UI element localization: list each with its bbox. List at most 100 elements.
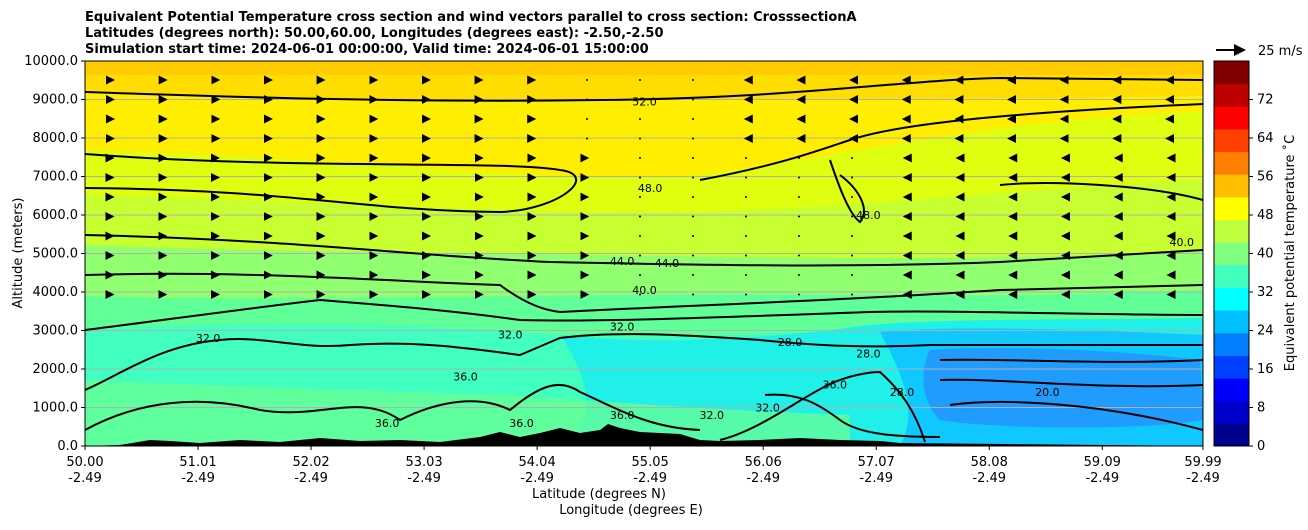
wind-vector — [851, 254, 853, 257]
wind-vector — [851, 157, 853, 159]
y-tick-label: 7000.0 — [33, 170, 79, 185]
colorbar-bin — [1214, 242, 1249, 266]
x-tick-label-lon: -2.49 — [294, 471, 328, 486]
wind-vector — [639, 157, 641, 159]
colorbar-bin — [1214, 400, 1249, 424]
y-axis-label: Altitude (meters) — [11, 198, 26, 309]
wind-vector — [639, 274, 641, 276]
colorbar-tick-label: 72 — [1257, 93, 1274, 108]
wind-vector — [851, 176, 853, 179]
x-axis-label-line-1: Latitude (degrees N) — [532, 487, 666, 502]
wind-vector — [798, 176, 800, 179]
colorbar-bin — [1214, 83, 1249, 107]
wind-vector — [798, 274, 800, 276]
colorbar-label: Equivalent potential temperature ˚C — [1282, 135, 1298, 371]
colorbar-tick-label: 40 — [1257, 247, 1274, 262]
wind-vector — [639, 235, 641, 237]
wind-vector — [639, 176, 641, 179]
chart-title-line-3: Simulation start time: 2024-06-01 00:00:… — [85, 42, 649, 57]
x-tick-label-lat: 55.05 — [632, 455, 669, 470]
wind-vector — [851, 215, 853, 218]
x-tick-label-lat: 59.99 — [1184, 455, 1221, 470]
wind-vector — [798, 235, 800, 237]
y-tick-label: 3000.0 — [33, 324, 79, 339]
contour-label: 48.0 — [638, 182, 663, 195]
contour-label: 32.0 — [755, 402, 780, 415]
colorbar-tick-label: 64 — [1257, 131, 1274, 146]
chart-title-line-1: Equivalent Potential Temperature cross s… — [85, 10, 857, 25]
wind-vector — [692, 157, 694, 159]
y-axis-ticks: 0.0 1000.0 2000.0 3000.0 4000.0 5000.0 6000.0 7… — [24, 54, 85, 454]
quiver-key: 25 m/s — [1216, 44, 1303, 59]
y-tick-label: 2000.0 — [33, 362, 79, 377]
contour-label: 28.0 — [778, 336, 803, 349]
contour-label: 32.0 — [498, 328, 523, 341]
wind-vector — [745, 293, 747, 296]
wind-vector — [745, 274, 747, 276]
contour-label: 20.0 — [1035, 386, 1060, 399]
x-tick-label-lat: 57.07 — [858, 455, 895, 470]
x-tick-label-lon: -2.49 — [520, 471, 554, 486]
wind-vector — [851, 196, 853, 198]
wind-vector — [745, 254, 747, 257]
contour-label: 36.0 — [823, 378, 848, 391]
wind-vector — [798, 215, 800, 218]
wind-vector — [745, 215, 747, 218]
colorbar-bin — [1214, 332, 1249, 356]
wind-vector — [692, 98, 694, 101]
colorbar-tick-label: 8 — [1257, 401, 1265, 416]
colorbar-bin — [1214, 287, 1249, 311]
wind-vector — [692, 118, 694, 120]
wind-vector — [639, 196, 641, 198]
colorbar-bin — [1214, 151, 1249, 175]
x-tick-label-lon: -2.49 — [68, 471, 102, 486]
chart-title-line-2: Latitudes (degrees north): 50.00,60.00, … — [85, 26, 664, 41]
colorbar-bin — [1214, 378, 1249, 402]
wind-vector — [798, 254, 800, 257]
y-tick-label: 0.0 — [57, 439, 78, 454]
colorbar-bin — [1214, 196, 1249, 221]
y-tick-label: 5000.0 — [33, 247, 79, 262]
contour-label: 40.0 — [1169, 236, 1194, 249]
colorbar-tick-label: 16 — [1257, 362, 1274, 377]
wind-vector — [692, 254, 694, 257]
wind-vector — [692, 176, 694, 179]
wind-vector — [639, 98, 641, 101]
x-tick-label-lat: 59.09 — [1084, 455, 1121, 470]
colorbar-bin — [1214, 355, 1249, 379]
wind-vector — [639, 79, 641, 81]
wind-vector — [692, 196, 694, 198]
colorbar-bin — [1214, 264, 1249, 288]
x-tick-label-lat: 52.02 — [292, 455, 329, 470]
y-tick-label: 10000.0 — [24, 54, 78, 69]
x-tick-label-lon: -2.49 — [633, 471, 667, 486]
x-tick-label-lat: 56.06 — [745, 455, 782, 470]
x-tick-label-lon: -2.49 — [972, 471, 1006, 486]
x-tick-label-lat: 51.01 — [179, 455, 216, 470]
wind-vector — [586, 79, 588, 81]
contour-label: 48.0 — [856, 209, 881, 222]
wind-vector — [745, 235, 747, 237]
x-axis-label-line-2: Longitude (degrees E) — [559, 503, 703, 518]
wind-vector — [639, 215, 641, 218]
colorbar-tick-label: 0 — [1257, 439, 1265, 454]
x-tick-label-lat: 50.00 — [66, 455, 103, 470]
contour-label: 52.0 — [632, 95, 657, 108]
wind-vector — [798, 293, 800, 296]
quiver-key-label: 25 m/s — [1258, 44, 1303, 59]
colorbar: 0 8 16 24 32 40 48 56 64 72 — [1213, 60, 1274, 454]
wind-vector — [692, 235, 694, 237]
wind-vector — [692, 137, 694, 140]
wind-vectors — [105, 75, 1176, 299]
wind-vector — [586, 98, 588, 101]
x-tick-label-lon: -2.49 — [407, 471, 441, 486]
wind-vector — [798, 196, 800, 198]
wind-vector — [639, 118, 641, 120]
contour-label: 32.0 — [610, 321, 635, 334]
colorbar-tick-label: 56 — [1257, 170, 1274, 185]
x-tick-label-lon: -2.49 — [1186, 471, 1220, 486]
wind-vector — [692, 79, 694, 81]
wind-vector — [745, 196, 747, 198]
colorbar-tick-label: 24 — [1257, 324, 1274, 339]
